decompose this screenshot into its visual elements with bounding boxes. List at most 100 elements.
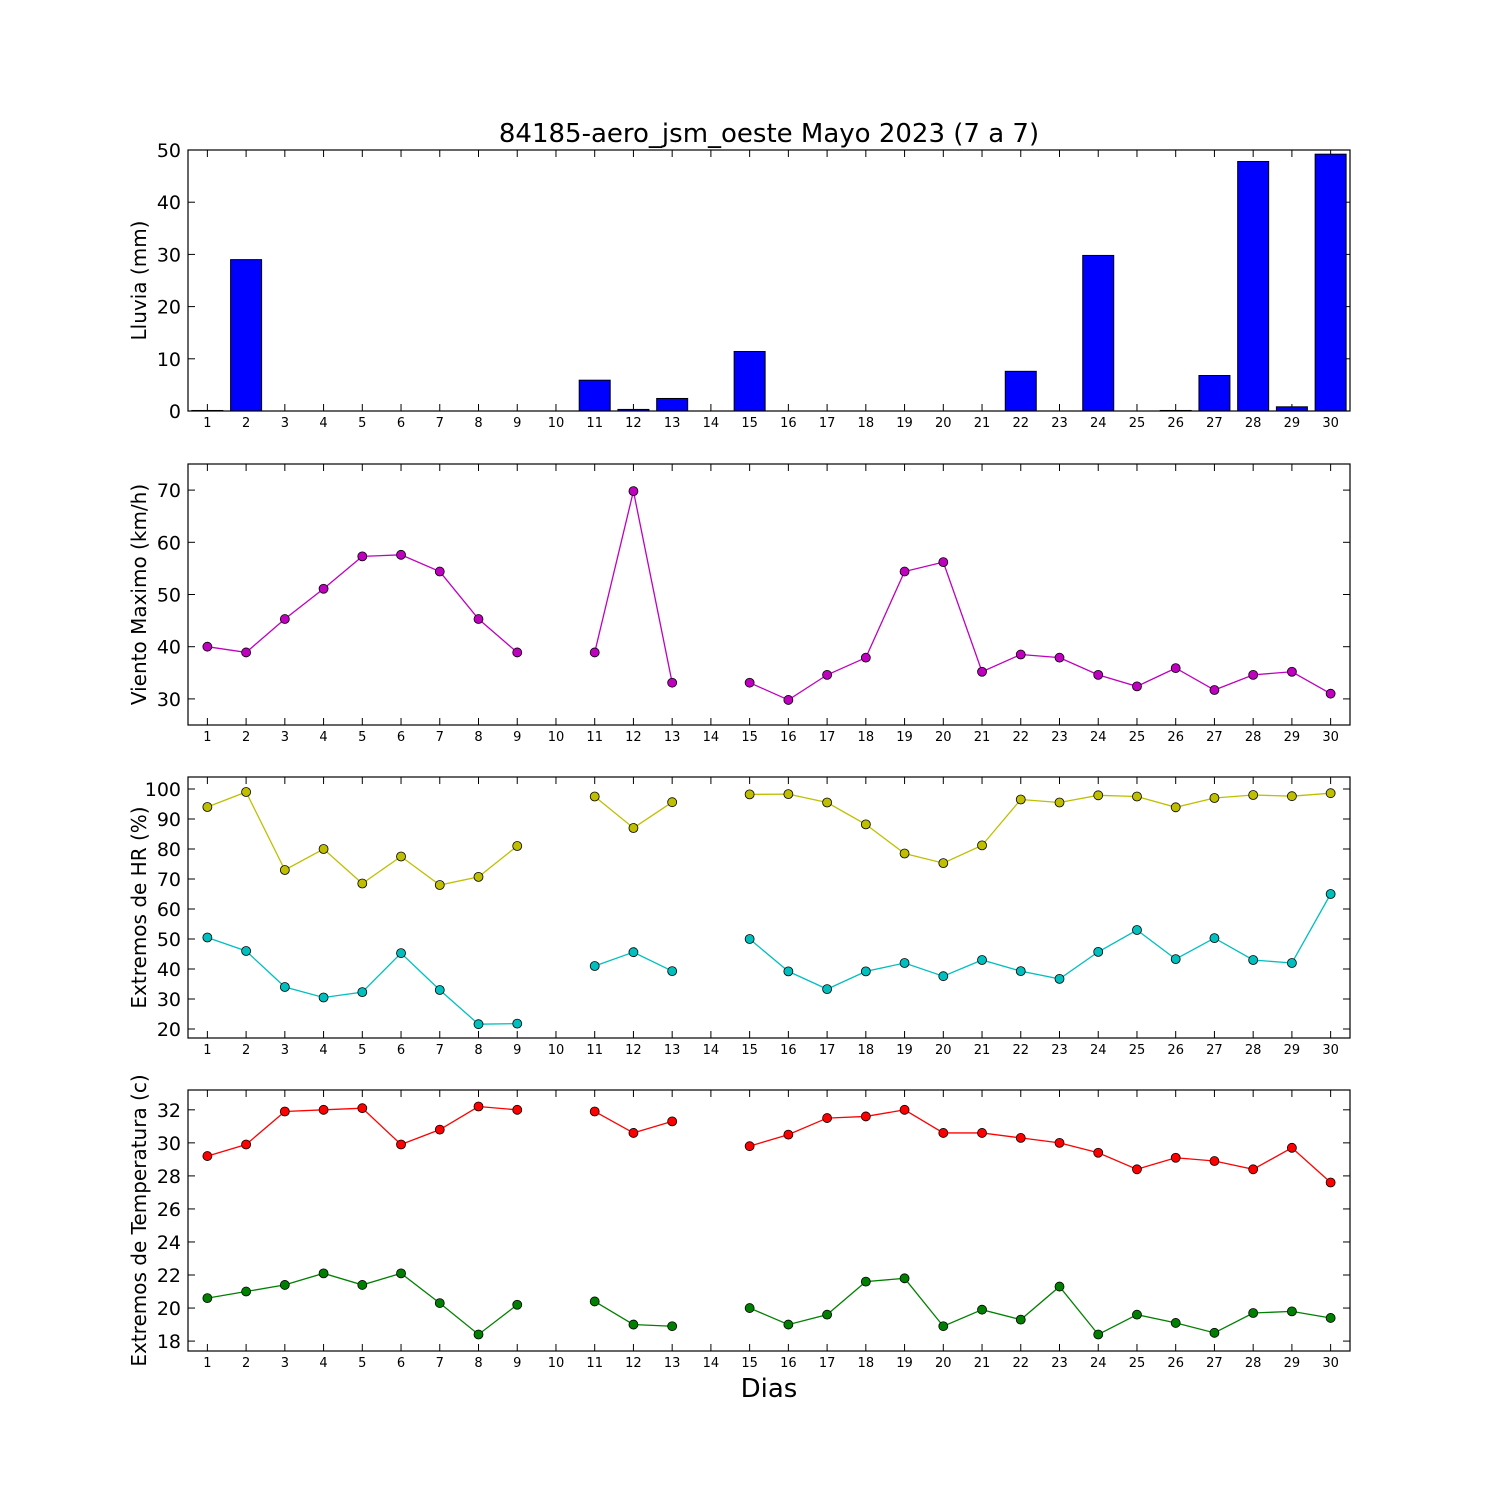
rain-bar (1082, 254, 1115, 412)
humidity-point (1287, 791, 1297, 802)
wind-xtick-label: 4 (319, 730, 327, 745)
wind-series-line (749, 561, 1331, 701)
temperature-point (667, 1321, 678, 1332)
wind-xtick-label: 8 (474, 730, 482, 745)
wind-xtick-label: 26 (1167, 730, 1184, 745)
wind-point (783, 695, 794, 705)
humidity-xtick-label: 12 (625, 1043, 642, 1058)
temperature-point (783, 1129, 794, 1140)
temperature-xtick-label: 7 (436, 1356, 444, 1371)
humidity-point (1287, 958, 1297, 968)
wind-xtick-label: 1 (203, 730, 211, 745)
temperature-xtick-label: 9 (513, 1356, 521, 1371)
wind-point (434, 566, 445, 577)
rain-xtick-label: 28 (1245, 416, 1262, 431)
humidity-xtick-label: 5 (358, 1043, 366, 1058)
wind-xtick-label: 14 (703, 730, 720, 745)
wind-point (1093, 669, 1104, 680)
humidity-series-line (207, 791, 518, 886)
temperature-point (279, 1106, 290, 1117)
wind-frame (187, 463, 1351, 726)
temperature-point (1015, 1133, 1026, 1143)
humidity-point (434, 880, 445, 890)
temperature-point (1093, 1147, 1104, 1158)
humidity-xtick-label: 8 (474, 1043, 482, 1058)
temperature-xtick-label: 6 (397, 1356, 405, 1371)
rain-xtick-label: 5 (358, 416, 366, 431)
temperature-xtick-label: 17 (819, 1356, 836, 1371)
humidity-ytick-label: 60 (157, 899, 181, 921)
wind-xtick-label: 22 (1012, 730, 1029, 745)
temperature-ytick-label: 24 (157, 1232, 181, 1254)
humidity-xtick-label: 9 (513, 1043, 521, 1058)
rain-frame (187, 149, 1351, 412)
humidity-point (473, 1019, 484, 1030)
temperature-xtick-label: 16 (780, 1356, 797, 1371)
humidity-point (318, 992, 329, 1003)
rain-xtick-label: 2 (242, 416, 250, 431)
temperature-y-axis-label: Extremos de Temperatura (c) (127, 1074, 151, 1366)
temperature-point (977, 1304, 987, 1315)
wind-point (977, 666, 987, 677)
wind-point (279, 614, 290, 624)
rain-xtick-label: 13 (664, 416, 681, 431)
chart-title: 84185-aero_jsm_oeste Mayo 2023 (7 a 7) (499, 119, 1039, 149)
humidity-point (473, 872, 484, 882)
temperature-xtick-label: 15 (741, 1356, 758, 1371)
humidity-point (822, 984, 832, 994)
wind-xtick-label: 21 (974, 730, 991, 745)
wind-point (822, 669, 832, 680)
temperature-xtick-label: 14 (703, 1356, 720, 1371)
humidity-point (396, 948, 406, 958)
temperature-ytick-label: 32 (157, 1100, 181, 1122)
rain-ytick-label: 0 (169, 401, 181, 423)
wind-xtick-label: 17 (819, 730, 836, 745)
temperature-xtick-label: 13 (664, 1356, 681, 1371)
humidity-point (1325, 788, 1336, 799)
temperature-point (434, 1298, 445, 1308)
temperature-series-line (749, 1277, 1331, 1336)
wind-point (1325, 688, 1336, 699)
temperature-point (1325, 1313, 1336, 1323)
humidity-xtick-label: 28 (1245, 1043, 1262, 1058)
temperature-point (396, 1139, 406, 1150)
humidity-point (357, 878, 368, 889)
temperature-point (357, 1280, 368, 1290)
humidity-point (628, 947, 639, 958)
rain-xtick-label: 3 (281, 416, 289, 431)
rain-bar (1004, 370, 1037, 412)
temperature-xtick-label: 2 (242, 1356, 250, 1371)
wind-xtick-label: 9 (513, 730, 521, 745)
wind-xtick-label: 25 (1129, 730, 1146, 745)
temperature-point (1054, 1281, 1065, 1292)
temperature-point (241, 1139, 252, 1150)
humidity-series-line (749, 792, 1331, 864)
temperature-point (744, 1141, 755, 1152)
temperature-point (1054, 1137, 1065, 1148)
rain-bar (1237, 160, 1270, 412)
temperature-series-0 (202, 1101, 1336, 1188)
temperature-point (860, 1111, 871, 1122)
humidity-point (938, 971, 949, 982)
wind-ytick-label: 50 (157, 585, 181, 607)
humidity-point (977, 955, 987, 965)
temperature-point (1209, 1327, 1220, 1338)
humidity-ytick-label: 80 (157, 839, 181, 861)
temperature-point (241, 1286, 252, 1297)
temperature-point (822, 1309, 832, 1320)
temperature-xtick-label: 18 (858, 1356, 875, 1371)
humidity-ytick-label: 20 (157, 1019, 181, 1041)
rain-xtick-label: 10 (548, 416, 565, 431)
rain-xtick-label: 8 (474, 416, 482, 431)
humidity-ytick-label: 50 (157, 929, 181, 951)
temperature-point (1248, 1164, 1259, 1175)
temperature-series-line (749, 1109, 1332, 1183)
wind-point (512, 647, 523, 658)
x-axis-label: Dias (741, 1374, 798, 1404)
rain-xtick-label: 24 (1090, 416, 1107, 431)
humidity-xtick-label: 29 (1284, 1043, 1301, 1058)
temperature-point (396, 1268, 406, 1279)
humidity-point (1054, 797, 1065, 808)
